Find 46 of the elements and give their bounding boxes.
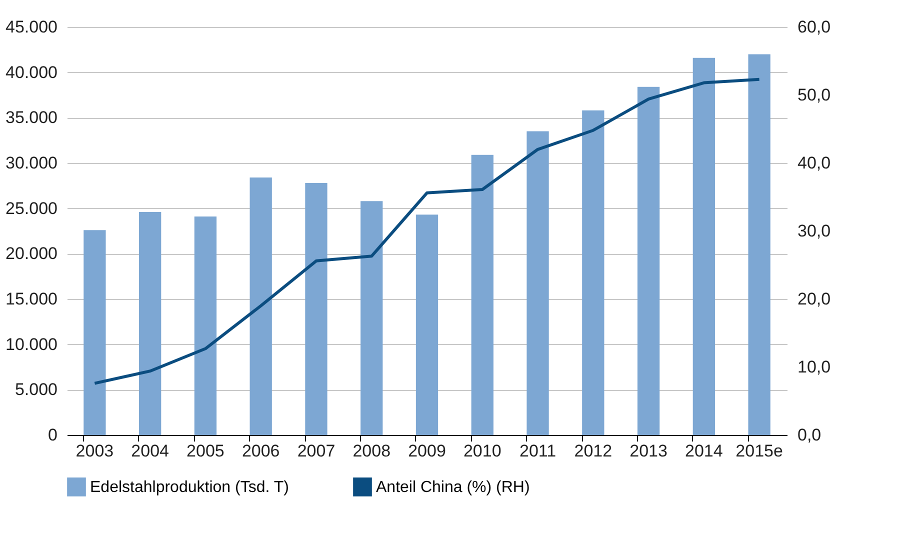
legend-label: Anteil China (%) (RH)	[376, 478, 530, 496]
x-tick-label: 2010	[463, 442, 502, 460]
bar	[637, 86, 660, 435]
x-tick-label: 2004	[131, 442, 169, 460]
y2-tick-label: 30,0	[798, 222, 831, 240]
x-tick-label: 2011	[519, 442, 556, 460]
bar	[250, 178, 272, 435]
y2-tick-label: 10,0	[798, 358, 831, 376]
y-tick-label: 30.000	[6, 154, 58, 172]
x-tick-label: 2013	[630, 442, 668, 460]
bar	[416, 214, 438, 435]
bar	[526, 131, 549, 435]
y-tick-label: 45.000	[6, 18, 58, 36]
x-tick-label: 2007	[297, 442, 336, 460]
x-tick-label: 2014	[685, 442, 723, 460]
x-tick-label: 2005	[186, 442, 224, 460]
x-tick-label: 2003	[76, 442, 114, 460]
y-tick-label: 20.000	[6, 244, 58, 264]
x-tick-label: 2009	[408, 442, 446, 460]
x-tick-label: 2008	[352, 442, 391, 460]
y2-tick-label: 50,0	[798, 86, 831, 104]
x-tick-label: 2006	[242, 442, 280, 460]
y2-tick-label: 0,0	[798, 426, 822, 444]
y-tick-label: 25.000	[6, 198, 58, 218]
bar	[582, 110, 604, 435]
x-tick-label: 2012	[574, 442, 612, 460]
bar	[139, 212, 162, 435]
line-series	[93, 78, 761, 385]
x-tick-label: 2015e	[736, 442, 783, 460]
bar	[748, 54, 770, 435]
bar	[360, 201, 383, 435]
bar	[471, 154, 494, 435]
y-tick-label: 0	[48, 426, 58, 444]
y-tick-label: 40.000	[6, 62, 58, 82]
y-tick-label: 15.000	[6, 290, 58, 308]
y-tick-label: 35.000	[6, 108, 58, 128]
legend-label: Edelstahlproduktion (Tsd. T)	[90, 478, 289, 496]
y2-tick-label: 20,0	[798, 290, 831, 308]
y2-tick-label: 40,0	[798, 154, 831, 172]
bar	[194, 216, 217, 435]
bar	[692, 58, 715, 435]
bar	[84, 230, 106, 435]
y-tick-label: 5.000	[14, 380, 58, 400]
y2-tick-label: 60,0	[798, 18, 831, 36]
bar	[305, 182, 328, 435]
y-tick-label: 10.000	[6, 334, 58, 354]
